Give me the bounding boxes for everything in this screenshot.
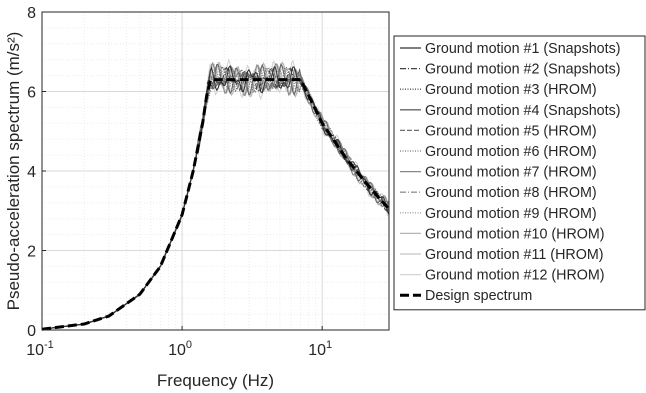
axis-ticks: 0 2 4 6 8 10-1 100 101 — [26, 5, 332, 359]
legend-label: Ground motion #10 (HROM) — [425, 226, 605, 242]
y-tick-label: 4 — [27, 164, 36, 181]
legend-label: Ground motion #5 (HROM) — [425, 123, 597, 139]
y-tick-label: 0 — [27, 323, 36, 340]
legend-label: Ground motion #8 (HROM) — [425, 185, 597, 201]
legend-box — [393, 35, 646, 311]
legend-label: Ground motion #1 (Snapshots) — [425, 41, 621, 57]
series-line — [41, 65, 390, 330]
x-tick-label: 100 — [168, 339, 192, 359]
legend-label: Ground motion #7 (HROM) — [425, 165, 597, 181]
legend-label: Design spectrum — [425, 288, 532, 304]
legend-label: Ground motion #11 (HROM) — [425, 247, 604, 263]
y-axis-label: Pseudo-acceleration spectrum (m/s²) — [4, 32, 23, 311]
series-line — [41, 61, 390, 330]
legend-label: Ground motion #4 (Snapshots) — [425, 103, 621, 119]
series-line — [41, 58, 390, 330]
x-tick-label: 101 — [308, 339, 332, 359]
design-spectrum-line — [41, 78, 391, 331]
legend-label: Ground motion #3 (HROM) — [425, 82, 597, 98]
legend-label: Ground motion #12 (HROM) — [425, 268, 605, 284]
series-line — [41, 61, 390, 330]
series-line — [41, 62, 390, 330]
series-line — [41, 66, 390, 330]
series-line — [41, 64, 390, 330]
y-tick-label: 2 — [27, 244, 36, 261]
x-axis-label: Frequency (Hz) — [157, 371, 274, 390]
y-tick-label: 8 — [27, 5, 36, 22]
x-tick-label: 10-1 — [26, 339, 54, 359]
legend-label: Ground motion #6 (HROM) — [425, 144, 597, 160]
series-line — [41, 63, 390, 330]
legend-label: Ground motion #2 (Snapshots) — [425, 62, 621, 78]
series-line — [41, 65, 390, 330]
series-line — [41, 64, 390, 330]
y-tick-label: 6 — [27, 85, 36, 102]
legend: Ground motion #1 (Snapshots) Ground motio… — [393, 35, 646, 311]
grid-lines — [41, 12, 390, 331]
legend-label: Ground motion #9 (HROM) — [425, 206, 597, 222]
plot-area — [41, 58, 391, 331]
